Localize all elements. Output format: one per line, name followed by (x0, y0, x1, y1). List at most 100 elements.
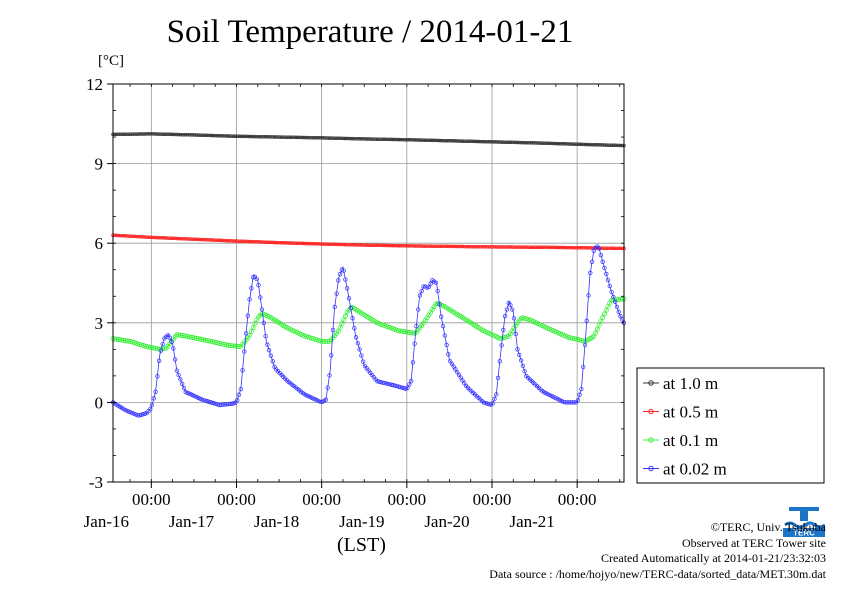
data-point (329, 136, 333, 140)
data-point (492, 396, 497, 402)
data-point (443, 138, 447, 143)
data-point (583, 246, 587, 250)
data-point (457, 244, 461, 249)
y-tick-label: 9 (95, 155, 104, 174)
data-point (308, 241, 312, 246)
data-point (159, 132, 163, 136)
data-point (148, 235, 153, 240)
data-point (464, 244, 468, 249)
data-point (270, 135, 275, 139)
data-point (197, 336, 203, 342)
data-point (600, 143, 605, 147)
data-point (155, 132, 160, 136)
data-point (166, 132, 170, 137)
data-point (270, 359, 275, 364)
data-point (357, 347, 362, 352)
data-point (334, 291, 339, 296)
data-point (125, 234, 129, 238)
data-point (178, 377, 183, 382)
credit-copyright: ©TERC, Univ. Tsukuba (710, 520, 826, 534)
data-point (409, 138, 413, 142)
data-point (183, 237, 188, 241)
data-point (336, 278, 341, 283)
data-point (178, 132, 183, 137)
data-point (288, 135, 293, 140)
data-point (553, 141, 557, 146)
data-point (409, 244, 413, 248)
data-point (427, 244, 431, 248)
data-point (347, 242, 351, 247)
data-point (423, 244, 428, 248)
data-point (121, 337, 127, 343)
data-point (404, 137, 408, 142)
data-point (244, 239, 248, 244)
data-point (218, 341, 224, 347)
data-point (501, 327, 506, 333)
data-point (476, 244, 481, 249)
data-point (398, 243, 403, 248)
x-tick-date-label: Jan-16 (84, 512, 129, 531)
data-point (542, 141, 546, 145)
data-point (250, 325, 256, 331)
data-point (222, 342, 228, 348)
legend-swatch-marker (648, 437, 654, 443)
data-point (595, 143, 600, 147)
data-point (174, 332, 180, 338)
data-point (258, 295, 263, 300)
data-point (607, 283, 612, 289)
data-point (526, 245, 530, 249)
data-point (168, 236, 172, 240)
data-point (220, 341, 226, 347)
data-point (418, 138, 422, 142)
data-point (354, 136, 358, 141)
data-point (499, 245, 504, 249)
data-point (148, 132, 153, 136)
y-axis: 12 9 6 3 0 -3 (86, 75, 624, 492)
data-point (263, 240, 268, 244)
logo-text: TERC (793, 529, 815, 538)
data-point (560, 142, 564, 146)
data-point (181, 386, 187, 391)
data-point (565, 245, 569, 250)
data-point (230, 239, 234, 243)
data-point (333, 242, 337, 247)
data-point (243, 331, 249, 336)
data-point (233, 134, 238, 138)
data-point (221, 134, 225, 138)
data-point (608, 246, 612, 251)
data-point (597, 143, 601, 147)
data-point (411, 138, 415, 142)
data-point (332, 304, 337, 310)
data-point (578, 337, 584, 343)
data-point (498, 245, 502, 249)
data-point (175, 132, 179, 137)
data-point (196, 237, 200, 242)
data-point (506, 140, 511, 145)
data-point (192, 133, 197, 137)
data-point (421, 138, 426, 142)
data-point (219, 238, 223, 243)
data-point (173, 132, 177, 137)
data-point (373, 243, 378, 248)
data-point (265, 240, 270, 244)
series-at-1-0-m (111, 132, 626, 148)
data-point (336, 136, 341, 141)
data-point (380, 243, 385, 248)
data-point (558, 141, 562, 146)
data-point (290, 135, 294, 140)
data-point (432, 138, 436, 143)
data-point (416, 244, 420, 248)
data-point (549, 245, 554, 250)
data-point (604, 271, 609, 277)
data-point (450, 244, 454, 249)
data-point (164, 132, 168, 137)
data-point (428, 138, 433, 143)
data-point (262, 135, 266, 139)
data-point (577, 337, 583, 343)
data-point (554, 245, 559, 250)
data-point (492, 245, 497, 249)
data-point (214, 133, 218, 138)
data-point (388, 243, 392, 248)
data-point (611, 294, 616, 300)
data-point (466, 139, 470, 143)
